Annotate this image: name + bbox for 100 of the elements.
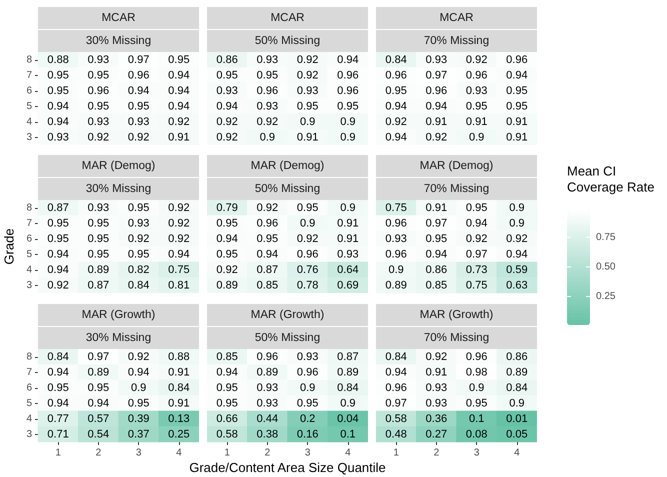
data-label: 0.96 — [466, 350, 488, 363]
data-label: 0.58 — [385, 412, 407, 425]
data-label: 0.95 — [466, 202, 488, 214]
color-bar-label: 0.50 — [596, 261, 616, 272]
data-label: 0.93 — [256, 397, 278, 410]
data-label: 0.94 — [47, 100, 69, 112]
data-label: 0.92 — [466, 232, 488, 245]
data-label: 0.95 — [128, 202, 150, 214]
data-label: 0.94 — [506, 248, 528, 260]
data-label: 0.44 — [256, 412, 278, 425]
y-tick-label: 7 — [26, 218, 32, 229]
data-label: 0.95 — [385, 84, 407, 97]
x-tick-label: 2 — [434, 448, 440, 458]
data-label: 0.91 — [426, 202, 448, 214]
color-bar-title: Mean CI Coverage Rate — [567, 164, 654, 194]
y-tick-label: 8 — [26, 351, 32, 362]
data-label: 0.89 — [88, 366, 110, 378]
data-label: 0.94 — [466, 217, 488, 230]
data-label: 0.84 — [385, 54, 407, 66]
data-label: 0.95 — [88, 232, 110, 245]
data-label: 0.48 — [385, 428, 407, 440]
data-label: 0.25 — [168, 428, 190, 440]
data-label: 0.98 — [466, 366, 488, 378]
data-label: 0.95 — [296, 397, 318, 410]
chart-title: MCAR — [376, 7, 537, 29]
data-label: 0.88 — [168, 350, 190, 363]
y-tick-label: 3 — [26, 132, 32, 143]
data-label: 0.9 — [300, 217, 316, 230]
data-label: 0.92 — [216, 116, 238, 128]
data-label: 0.87 — [337, 350, 359, 363]
y-tick-label: 4 — [26, 264, 32, 276]
data-label: 0.95 — [88, 382, 110, 394]
data-label: 0.95 — [47, 217, 69, 230]
data-label: 0.95 — [88, 217, 110, 230]
data-label: 0.91 — [506, 116, 528, 128]
data-label: 0.91 — [337, 217, 359, 230]
data-label: 0.93 — [426, 54, 448, 66]
data-label: 0.92 — [88, 131, 110, 144]
chart-title: MAR (Growth) — [376, 304, 537, 326]
data-label: 0.93 — [296, 84, 318, 97]
data-label: 0.96 — [337, 84, 359, 97]
chart-subtitle: 30% Missing — [38, 30, 199, 52]
data-label: 0.93 — [256, 382, 278, 394]
data-label: 0.88 — [47, 54, 69, 66]
data-label: 0.94 — [88, 397, 110, 410]
data-label: 0.92 — [296, 69, 318, 82]
data-label: 0.94 — [256, 248, 278, 260]
data-label: 0.1 — [340, 428, 356, 440]
x-tick-label: 4 — [514, 448, 520, 458]
data-label: 0.96 — [466, 69, 488, 82]
data-label: 0.85 — [426, 279, 448, 292]
data-label: 0.96 — [128, 69, 150, 82]
data-label: 0.95 — [47, 382, 69, 394]
chart-title: MAR (Growth) — [207, 304, 368, 326]
x-tick-label: 4 — [345, 448, 352, 458]
chart-subtitle: 50% Missing — [207, 178, 368, 200]
x-tick-label: 3 — [136, 448, 142, 458]
y-tick-label: 4 — [26, 116, 32, 128]
data-label: 0.95 — [256, 232, 278, 245]
data-label: 0.75 — [168, 264, 190, 276]
data-label: 0.95 — [466, 397, 488, 410]
data-label: 0.86 — [216, 54, 238, 66]
data-label: 0.9 — [130, 382, 146, 394]
data-label: 0.95 — [296, 100, 318, 112]
data-label: 0.92 — [426, 350, 448, 363]
data-label: 0.94 — [337, 54, 359, 66]
data-label: 0.13 — [168, 412, 190, 425]
data-label: 0.75 — [385, 202, 407, 214]
data-label: 0.93 — [426, 382, 448, 394]
x-tick-label: 3 — [474, 448, 480, 458]
y-tick-label: 8 — [26, 54, 32, 66]
data-label: 0.08 — [466, 428, 488, 440]
data-label: 0.97 — [385, 397, 407, 410]
y-tick-label: 7 — [26, 70, 32, 81]
data-label: 0.95 — [506, 100, 528, 112]
data-label: 0.84 — [506, 382, 528, 394]
data-label: 0.9 — [509, 397, 525, 410]
data-label: 0.96 — [296, 248, 318, 260]
data-label: 0.93 — [466, 84, 488, 97]
data-label: 0.96 — [256, 350, 278, 363]
data-label: 0.9 — [300, 382, 316, 394]
data-label: 0.92 — [168, 217, 190, 230]
data-label: 0.87 — [256, 264, 278, 276]
data-label: 0.94 — [385, 100, 407, 112]
data-label: 0.1 — [468, 412, 484, 425]
data-label: 0.82 — [128, 264, 150, 276]
data-label: 0.97 — [128, 54, 150, 66]
data-label: 0.92 — [426, 131, 448, 144]
data-label: 0.04 — [337, 412, 359, 425]
data-label: 0.2 — [300, 412, 316, 425]
data-label: 0.95 — [47, 69, 69, 82]
y-tick-label: 6 — [26, 233, 32, 244]
data-label: 0.9 — [340, 202, 356, 214]
data-label: 0.95 — [88, 100, 110, 112]
y-tick-label: 7 — [26, 366, 32, 378]
data-label: 0.93 — [385, 232, 407, 245]
data-label: 0.37 — [128, 428, 150, 440]
data-label: 0.9 — [340, 131, 356, 144]
data-label: 0.89 — [88, 264, 110, 276]
data-label: 0.9 — [340, 116, 356, 128]
